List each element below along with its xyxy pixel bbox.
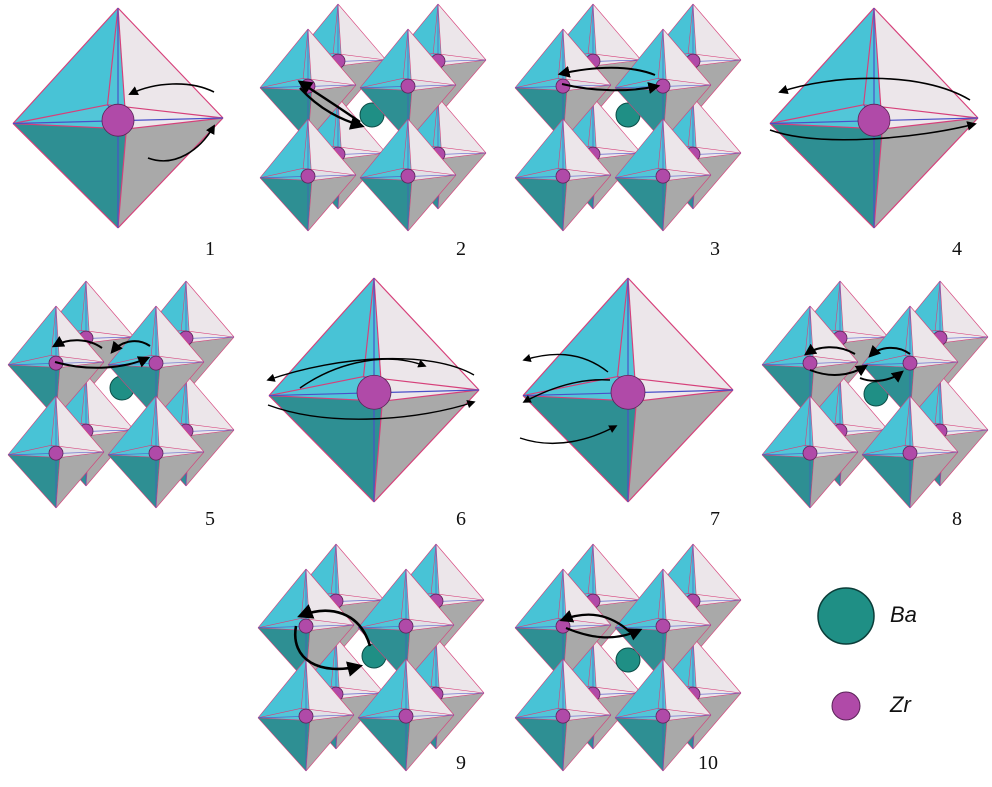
- front-octahedron: [357, 658, 455, 772]
- zr-atom: [400, 168, 416, 184]
- panel-8-cluster: [761, 280, 989, 509]
- zr-atom: [902, 355, 918, 371]
- zr-atom: [148, 355, 164, 371]
- zr-atom: [398, 618, 414, 634]
- zr-atom: [655, 168, 671, 184]
- migration-arrow: [561, 82, 661, 94]
- panel-7-octahedron: [522, 277, 734, 503]
- migration-arrow: [128, 83, 215, 96]
- panel-label-8: 8: [952, 508, 962, 530]
- zr-atom: [655, 78, 671, 94]
- front-octahedron: [359, 28, 457, 142]
- migration-arrow: [804, 343, 856, 356]
- zr-atom: [298, 708, 314, 724]
- zr-atom: [655, 708, 671, 724]
- front-octahedron: [614, 568, 712, 682]
- migration-arrow: [54, 356, 151, 369]
- panel-label-6: 6: [456, 508, 466, 530]
- zr-atom: [148, 445, 164, 461]
- panel-label-1: 1: [205, 238, 215, 260]
- zr-legend-symbol: [831, 691, 861, 721]
- ba-atom: [359, 102, 385, 128]
- front-octahedron: [357, 568, 455, 682]
- migration-arrow: [859, 370, 904, 383]
- front-octahedron: [614, 658, 712, 772]
- zr-atom: [802, 355, 818, 371]
- front-octahedron: [861, 305, 959, 419]
- front-octahedron: [761, 395, 859, 509]
- zr-atom: [101, 103, 135, 137]
- front-octahedron: [761, 305, 859, 419]
- panel-label-10: 10: [698, 752, 718, 774]
- migration-arrow: [778, 77, 971, 101]
- panel-label-5: 5: [205, 508, 215, 530]
- panel-label-7: 7: [710, 508, 720, 530]
- zr-atom: [802, 445, 818, 461]
- front-octahedron: [514, 28, 612, 142]
- migration-arrow: [809, 364, 869, 377]
- panel-label-2: 2: [456, 238, 466, 260]
- zr-atom: [298, 618, 314, 634]
- migration-arrow: [519, 425, 618, 444]
- zr-atom: [610, 374, 646, 410]
- zr-atom: [356, 374, 392, 410]
- panel-label-3: 3: [710, 238, 720, 260]
- migration-arrow: [267, 400, 476, 420]
- migration-arrow: [110, 340, 151, 354]
- panel-3-cluster: [514, 3, 742, 232]
- migration-arrow: [297, 604, 372, 647]
- panel-2-cluster: [259, 3, 487, 232]
- zr-atom: [300, 168, 316, 184]
- migration-arrow: [522, 379, 611, 403]
- zr-atom: [555, 618, 571, 634]
- migration-arrow: [147, 124, 215, 162]
- migration-arrow: [559, 610, 631, 633]
- legend: [817, 587, 875, 721]
- front-octahedron: [7, 395, 105, 509]
- panel-1-octahedron: [12, 7, 224, 229]
- migration-arrow: [565, 626, 643, 641]
- zr-atom: [857, 103, 891, 137]
- front-octahedron: [7, 305, 105, 419]
- front-octahedron: [514, 658, 612, 772]
- front-octahedron: [359, 118, 457, 232]
- zr-atom: [655, 618, 671, 634]
- front-octahedron: [107, 395, 205, 509]
- zr-atom: [48, 445, 64, 461]
- migration-arrow: [868, 344, 911, 358]
- migration-arrow: [299, 358, 427, 389]
- panel-label-9: 9: [456, 752, 466, 774]
- ba-legend-symbol: [817, 587, 875, 645]
- front-octahedron: [514, 118, 612, 232]
- migration-arrow: [522, 353, 609, 373]
- migration-arrow: [51, 336, 103, 349]
- panel-6-octahedron: [268, 277, 480, 503]
- front-octahedron: [259, 118, 357, 232]
- panel-9-cluster: [257, 543, 485, 772]
- zr-atom: [400, 78, 416, 94]
- front-octahedron: [257, 658, 355, 772]
- ba-atom: [615, 647, 641, 673]
- zr-atom: [902, 445, 918, 461]
- migration-arrow: [769, 121, 977, 141]
- zr-atom: [555, 168, 571, 184]
- migration-arrow: [299, 87, 365, 130]
- panel-label-4: 4: [952, 238, 962, 260]
- zr-atom: [555, 708, 571, 724]
- panel-4-octahedron: [769, 7, 979, 229]
- panel-5-cluster: [7, 280, 235, 509]
- legend-label-ba: Ba: [890, 602, 917, 627]
- migration-arrow: [557, 66, 656, 78]
- zr-atom: [398, 708, 414, 724]
- migration-arrow: [293, 625, 364, 677]
- front-octahedron: [614, 118, 712, 232]
- front-octahedron: [861, 395, 959, 509]
- panel-10-cluster: [514, 543, 742, 772]
- legend-label-zr: Zr: [890, 692, 911, 717]
